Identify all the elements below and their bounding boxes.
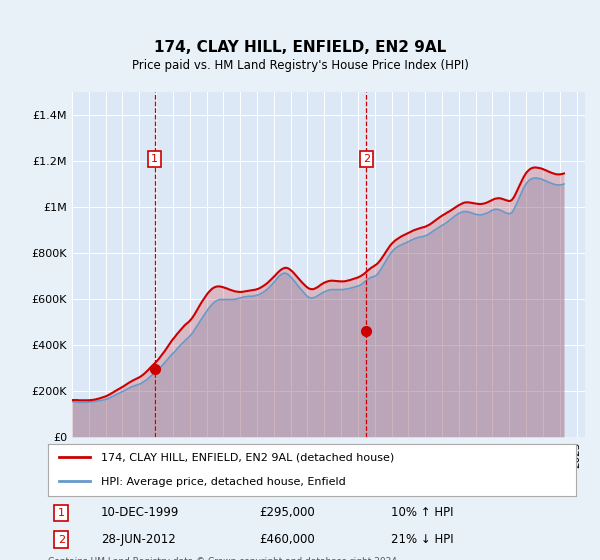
Text: HPI: Average price, detached house, Enfield: HPI: Average price, detached house, Enfi… — [101, 477, 346, 487]
Text: 2: 2 — [58, 534, 65, 544]
Text: 10-DEC-1999: 10-DEC-1999 — [101, 506, 179, 520]
Text: 10% ↑ HPI: 10% ↑ HPI — [391, 506, 454, 520]
Text: 174, CLAY HILL, ENFIELD, EN2 9AL: 174, CLAY HILL, ENFIELD, EN2 9AL — [154, 40, 446, 55]
Text: 21% ↓ HPI: 21% ↓ HPI — [391, 533, 454, 546]
Text: £460,000: £460,000 — [259, 533, 315, 546]
Text: 1: 1 — [151, 154, 158, 164]
Text: 174, CLAY HILL, ENFIELD, EN2 9AL (detached house): 174, CLAY HILL, ENFIELD, EN2 9AL (detach… — [101, 453, 394, 463]
Text: 28-JUN-2012: 28-JUN-2012 — [101, 533, 176, 546]
Text: £295,000: £295,000 — [259, 506, 315, 520]
Text: Price paid vs. HM Land Registry's House Price Index (HPI): Price paid vs. HM Land Registry's House … — [131, 59, 469, 72]
Text: 2: 2 — [363, 154, 370, 164]
Text: Contains HM Land Registry data © Crown copyright and database right 2024.
This d: Contains HM Land Registry data © Crown c… — [48, 557, 400, 560]
Text: 1: 1 — [58, 508, 65, 518]
